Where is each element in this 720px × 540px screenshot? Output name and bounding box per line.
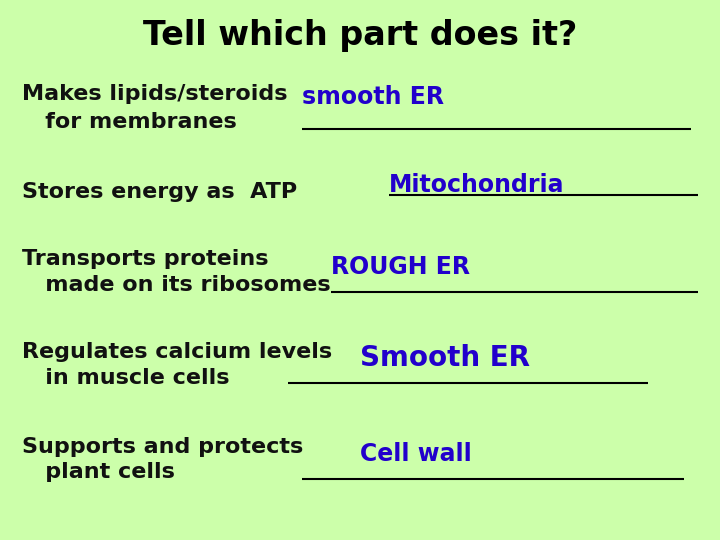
Text: Supports and protects: Supports and protects: [22, 437, 303, 457]
Text: Tell which part does it?: Tell which part does it?: [143, 18, 577, 52]
Text: Regulates calcium levels: Regulates calcium levels: [22, 342, 332, 362]
Text: Transports proteins: Transports proteins: [22, 249, 268, 269]
Text: Makes lipids/steroids: Makes lipids/steroids: [22, 84, 287, 105]
Text: Cell wall: Cell wall: [360, 442, 472, 465]
Text: in muscle cells: in muscle cells: [22, 368, 229, 388]
Text: made on its ribosomes: made on its ribosomes: [22, 274, 330, 295]
Text: Stores energy as  ATP: Stores energy as ATP: [22, 181, 297, 202]
Text: ROUGH ER: ROUGH ER: [331, 255, 470, 279]
Text: plant cells: plant cells: [22, 462, 174, 483]
Text: smooth ER: smooth ER: [302, 85, 444, 109]
Text: for membranes: for membranes: [22, 111, 236, 132]
Text: Smooth ER: Smooth ER: [360, 344, 530, 372]
Text: Mitochondria: Mitochondria: [389, 173, 564, 197]
